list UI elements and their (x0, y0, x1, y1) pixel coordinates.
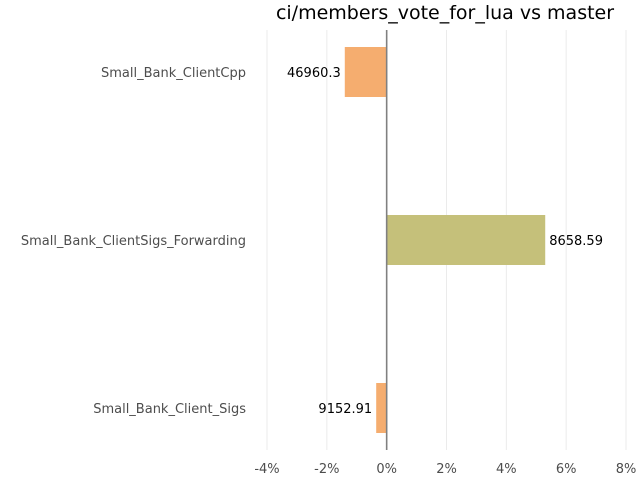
category-label: Small_Bank_ClientCpp (101, 66, 246, 81)
bars (344, 47, 546, 433)
category-label: Small_Bank_Client_Sigs (93, 402, 246, 417)
labels: -4% -2% 0% 2% 4% 6% 8% Small_Bank_ClientCpp 4696… (21, 66, 636, 477)
bar (344, 47, 387, 97)
x-tick-label: 2% (436, 462, 457, 477)
x-tick-label: 4% (496, 462, 517, 477)
bar (376, 383, 387, 433)
x-tick-label: 6% (556, 462, 577, 477)
data-label: 9152.91 (318, 402, 372, 417)
data-label: 46960.3 (287, 66, 341, 81)
x-tick-label: 8% (616, 462, 637, 477)
x-tick-label: 0% (376, 462, 397, 477)
x-tick-label: -4% (254, 462, 279, 477)
chart-title: ci/members_vote_for_lua vs master (276, 2, 614, 24)
data-label: 8658.59 (549, 234, 603, 249)
category-label: Small_Bank_ClientSigs_Forwarding (21, 234, 246, 249)
x-tick-label: -2% (314, 462, 339, 477)
bar (386, 215, 546, 265)
